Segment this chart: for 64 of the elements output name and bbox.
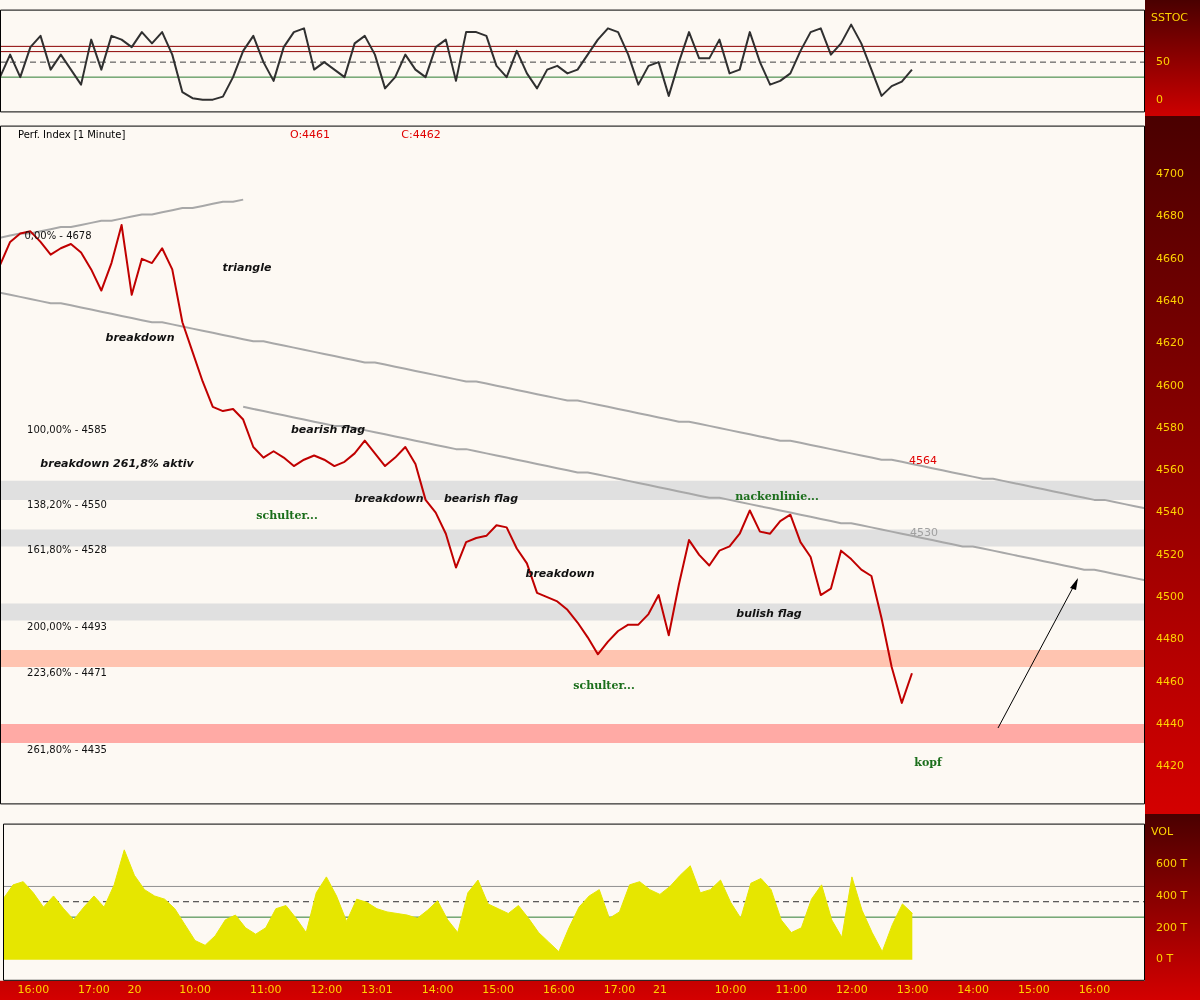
y-tick-label: 4540: [1156, 505, 1184, 519]
y-tick-label: 4700: [1156, 167, 1184, 181]
y-tick-label: 600 T: [1156, 857, 1188, 871]
y-tick-label: 50: [1156, 54, 1170, 68]
x-tick-label: 21: [652, 983, 667, 997]
x-tick-label: 16:00: [542, 983, 575, 997]
annotation: breakdown: [105, 330, 175, 344]
annotation: 4530: [910, 525, 938, 539]
annotation: C:4462: [401, 127, 441, 141]
y-tick-label: 4600: [1156, 378, 1184, 392]
x-tick-label: 13:01: [361, 983, 393, 997]
x-tick-label: 20: [127, 983, 142, 997]
x-tick-label: 16:00: [17, 983, 50, 997]
x-tick-label: 15:00: [482, 983, 515, 997]
y-tick-label: 4620: [1156, 336, 1184, 350]
y-tick-label: 4640: [1156, 293, 1184, 307]
x-tick-label: 14:00: [957, 983, 990, 997]
y-tick-label: 4680: [1156, 209, 1184, 223]
annotation: 223,60% - 4471: [27, 666, 107, 678]
x-tick-label: 10:00: [714, 983, 747, 997]
y-tick-label: 4660: [1156, 251, 1184, 265]
x-tick-label: 14:00: [421, 983, 454, 997]
annotation: schulter...: [256, 508, 318, 522]
annotation: 4564: [909, 453, 937, 467]
y-tick-label: 4420: [1156, 759, 1184, 773]
annotation: 100,00% - 4585: [27, 423, 107, 435]
annotation: 200,00% - 4493: [27, 620, 107, 632]
y-tick-label: 4560: [1156, 463, 1184, 477]
annotation: schulter...: [573, 678, 635, 692]
annotation: O:4461: [289, 127, 331, 141]
chart-title: Perf. Index [1 Minute]: [18, 128, 126, 140]
annotation: 138,20% - 4550: [27, 498, 107, 510]
x-tick-label: 13:00: [896, 983, 929, 997]
y-tick-label: 0 T: [1156, 952, 1174, 966]
annotation: bulish flag: [736, 606, 802, 620]
annotation: nackenlinie...: [735, 489, 819, 503]
y-tick-label: 4460: [1156, 674, 1184, 688]
annotation: kopf: [914, 755, 943, 769]
y-axis-title: VOL: [1151, 825, 1174, 839]
x-tick-label: 15:00: [1017, 983, 1050, 997]
x-tick-label: 16:00: [1078, 983, 1111, 997]
x-tick-label: 11:00: [775, 983, 808, 997]
x-tick-label: 17:00: [78, 983, 110, 997]
x-tick-label: 12:00: [836, 983, 868, 997]
x-tick-label: 10:00: [179, 983, 211, 997]
x-tick-label: 17:00: [603, 983, 636, 997]
annotation: breakdown: [354, 491, 424, 505]
y-tick-label: 4480: [1156, 632, 1184, 646]
annotation: bearish flag: [443, 491, 519, 505]
x-tick-label: 12:00: [310, 983, 343, 997]
y-tick-label: 0: [1156, 92, 1163, 106]
y-tick-label: 4580: [1156, 420, 1184, 434]
y-tick-label: 4520: [1156, 547, 1184, 561]
x-tick-label: 11:00: [249, 983, 282, 997]
annotation: bearish flag: [290, 422, 366, 436]
annotation: 161,80% - 4528: [27, 543, 107, 555]
y-tick-label: 4440: [1156, 716, 1184, 730]
annotation: 261,80% - 4435: [27, 743, 107, 755]
y-tick-label: 200 T: [1156, 920, 1188, 934]
annotation: triangle: [222, 260, 272, 274]
y-tick-label: 400 T: [1156, 888, 1188, 902]
y-axis-title: SSTOC: [1151, 11, 1189, 25]
y-tick-label: 4500: [1156, 590, 1184, 604]
annotation: breakdown 261,8% aktiv: [40, 456, 195, 470]
